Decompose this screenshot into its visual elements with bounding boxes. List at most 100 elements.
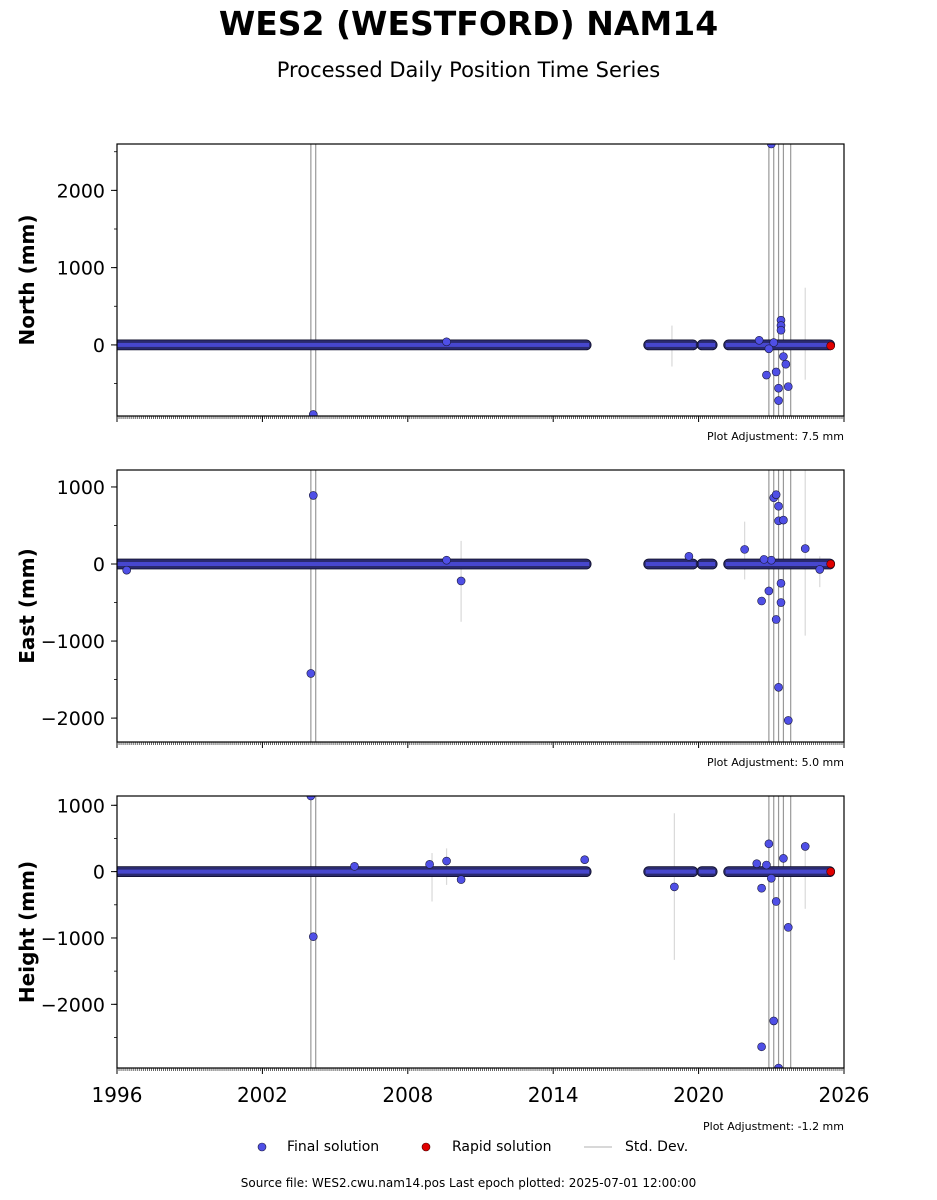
y-axis-label: North (mm) bbox=[15, 214, 39, 345]
y-tick-label: 0 bbox=[93, 335, 105, 357]
daily-solutions-band-highlight bbox=[117, 562, 590, 567]
x-tick-label: 2026 bbox=[819, 1083, 870, 1107]
y-axis-label: Height (mm) bbox=[15, 861, 39, 1003]
plot-adjustment-label: Plot Adjustment: -1.2 mm bbox=[703, 1120, 844, 1133]
plot-area bbox=[117, 470, 836, 742]
plot-area bbox=[117, 144, 836, 416]
final-solution-point bbox=[783, 923, 793, 932]
final-solution-point bbox=[442, 337, 451, 347]
y-tick-label: 0 bbox=[93, 554, 105, 576]
legend: Final solution Rapid solution Std. Dev. bbox=[0, 1138, 937, 1158]
final-solution-point bbox=[776, 598, 786, 607]
final-solution-point bbox=[769, 1016, 779, 1026]
daily-solutions-band-highlight bbox=[699, 562, 716, 567]
final-solution-point bbox=[425, 860, 434, 869]
final-solution-point bbox=[580, 855, 590, 864]
x-tick-label: 2008 bbox=[382, 1083, 433, 1107]
plot-adjustment-label: Plot Adjustment: 5.0 mm bbox=[707, 756, 844, 769]
panel-0: 0 1000 2000 North (mm) Plot Adjustment: 7.5 … bbox=[15, 143, 845, 443]
final-solution-point bbox=[776, 578, 786, 588]
final-solution-point bbox=[769, 338, 779, 347]
y-tick-label: 1000 bbox=[57, 477, 105, 499]
final-solution-point bbox=[783, 716, 793, 725]
y-tick-label: 1000 bbox=[57, 258, 105, 280]
final-solution-point bbox=[456, 875, 466, 884]
daily-solutions-band-highlight bbox=[117, 869, 590, 874]
y-tick-label: 0 bbox=[93, 862, 105, 884]
final-solution-point bbox=[306, 796, 316, 801]
y-tick-label: 2000 bbox=[57, 180, 105, 202]
final-solution-point bbox=[308, 932, 318, 941]
final-solution-point bbox=[306, 669, 316, 678]
source-footer: Source file: WES2.cwu.nam14.pos Last epo… bbox=[240, 1176, 697, 1190]
x-tick-label: 2002 bbox=[237, 1083, 288, 1107]
y-tick-label: 1000 bbox=[57, 795, 105, 817]
daily-solutions-band-highlight bbox=[725, 869, 833, 874]
std-dev-line-icon bbox=[584, 1138, 614, 1160]
final-solution-point bbox=[774, 501, 783, 511]
final-solution-point bbox=[783, 382, 793, 391]
final-solution-point bbox=[308, 491, 318, 500]
final-solution-point bbox=[779, 515, 788, 525]
final-solution-point bbox=[800, 544, 810, 553]
y-tick-label: −2000 bbox=[41, 994, 105, 1016]
rapid-solution-point bbox=[826, 341, 835, 351]
final-solution-point bbox=[308, 410, 318, 416]
chart-title: WES2 (WESTFORD) NAM14 bbox=[218, 4, 719, 43]
rapid-solution-point bbox=[826, 559, 835, 569]
y-tick-label: −1000 bbox=[41, 928, 105, 950]
legend-final-label: Final solution bbox=[287, 1139, 380, 1155]
final-solution-point bbox=[774, 682, 783, 692]
daily-solutions-band-highlight bbox=[699, 869, 716, 874]
daily-solutions-band-highlight bbox=[725, 562, 833, 567]
final-solution-point bbox=[757, 1042, 766, 1052]
daily-solutions-band-highlight bbox=[117, 342, 590, 347]
legend-rapid-label: Rapid solution bbox=[452, 1139, 552, 1155]
final-solution-point bbox=[670, 882, 679, 892]
x-tick-label: 1996 bbox=[92, 1083, 143, 1107]
final-solution-marker-icon bbox=[256, 1138, 268, 1160]
final-solution-point bbox=[815, 565, 825, 574]
legend-std-label: Std. Dev. bbox=[625, 1139, 689, 1155]
x-tick-label: 2014 bbox=[528, 1083, 579, 1107]
panel-2: −2000 −1000 0 1000 Height (mm) Plot Adjustmen… bbox=[15, 795, 870, 1133]
final-solution-point bbox=[771, 897, 781, 906]
final-solution-point bbox=[774, 396, 783, 405]
y-tick-label: −2000 bbox=[41, 708, 105, 730]
final-solution-point bbox=[759, 555, 769, 564]
final-solution-point bbox=[456, 576, 466, 586]
daily-solutions-band-highlight bbox=[645, 562, 696, 567]
final-solution-point bbox=[752, 859, 762, 868]
final-solution-point bbox=[776, 325, 786, 335]
final-solution-point bbox=[781, 359, 791, 369]
y-axis-label: East (mm) bbox=[15, 548, 39, 664]
final-solution-point bbox=[764, 839, 774, 849]
final-solution-point bbox=[774, 1063, 783, 1068]
rapid-solution-point bbox=[826, 867, 835, 876]
final-solution-point bbox=[122, 565, 131, 575]
panel-frame bbox=[116, 469, 845, 743]
daily-solutions-band-highlight bbox=[645, 869, 696, 874]
final-solution-point bbox=[764, 586, 774, 596]
final-solution-point bbox=[740, 545, 749, 554]
final-solution-point bbox=[442, 856, 451, 866]
final-solution-point bbox=[757, 596, 766, 606]
chart-subtitle: Processed Daily Position Time Series bbox=[276, 58, 661, 82]
final-solution-point bbox=[771, 490, 781, 499]
final-solution-point bbox=[766, 555, 776, 565]
final-solution-point bbox=[762, 370, 771, 380]
panel-frame bbox=[116, 143, 845, 417]
final-solution-point bbox=[779, 352, 788, 361]
final-solution-point bbox=[800, 842, 810, 851]
daily-solutions-band-highlight bbox=[725, 342, 833, 347]
plot-adjustment-label: Plot Adjustment: 7.5 mm bbox=[707, 430, 844, 443]
final-solution-point bbox=[779, 854, 788, 863]
final-solution-point bbox=[767, 144, 776, 149]
final-solution-point bbox=[350, 862, 359, 871]
x-tick-label: 2020 bbox=[673, 1083, 724, 1107]
final-solution-point bbox=[754, 335, 764, 345]
final-solution-point bbox=[757, 883, 766, 893]
rapid-solution-marker-icon bbox=[420, 1138, 432, 1160]
final-solution-point bbox=[764, 344, 774, 354]
